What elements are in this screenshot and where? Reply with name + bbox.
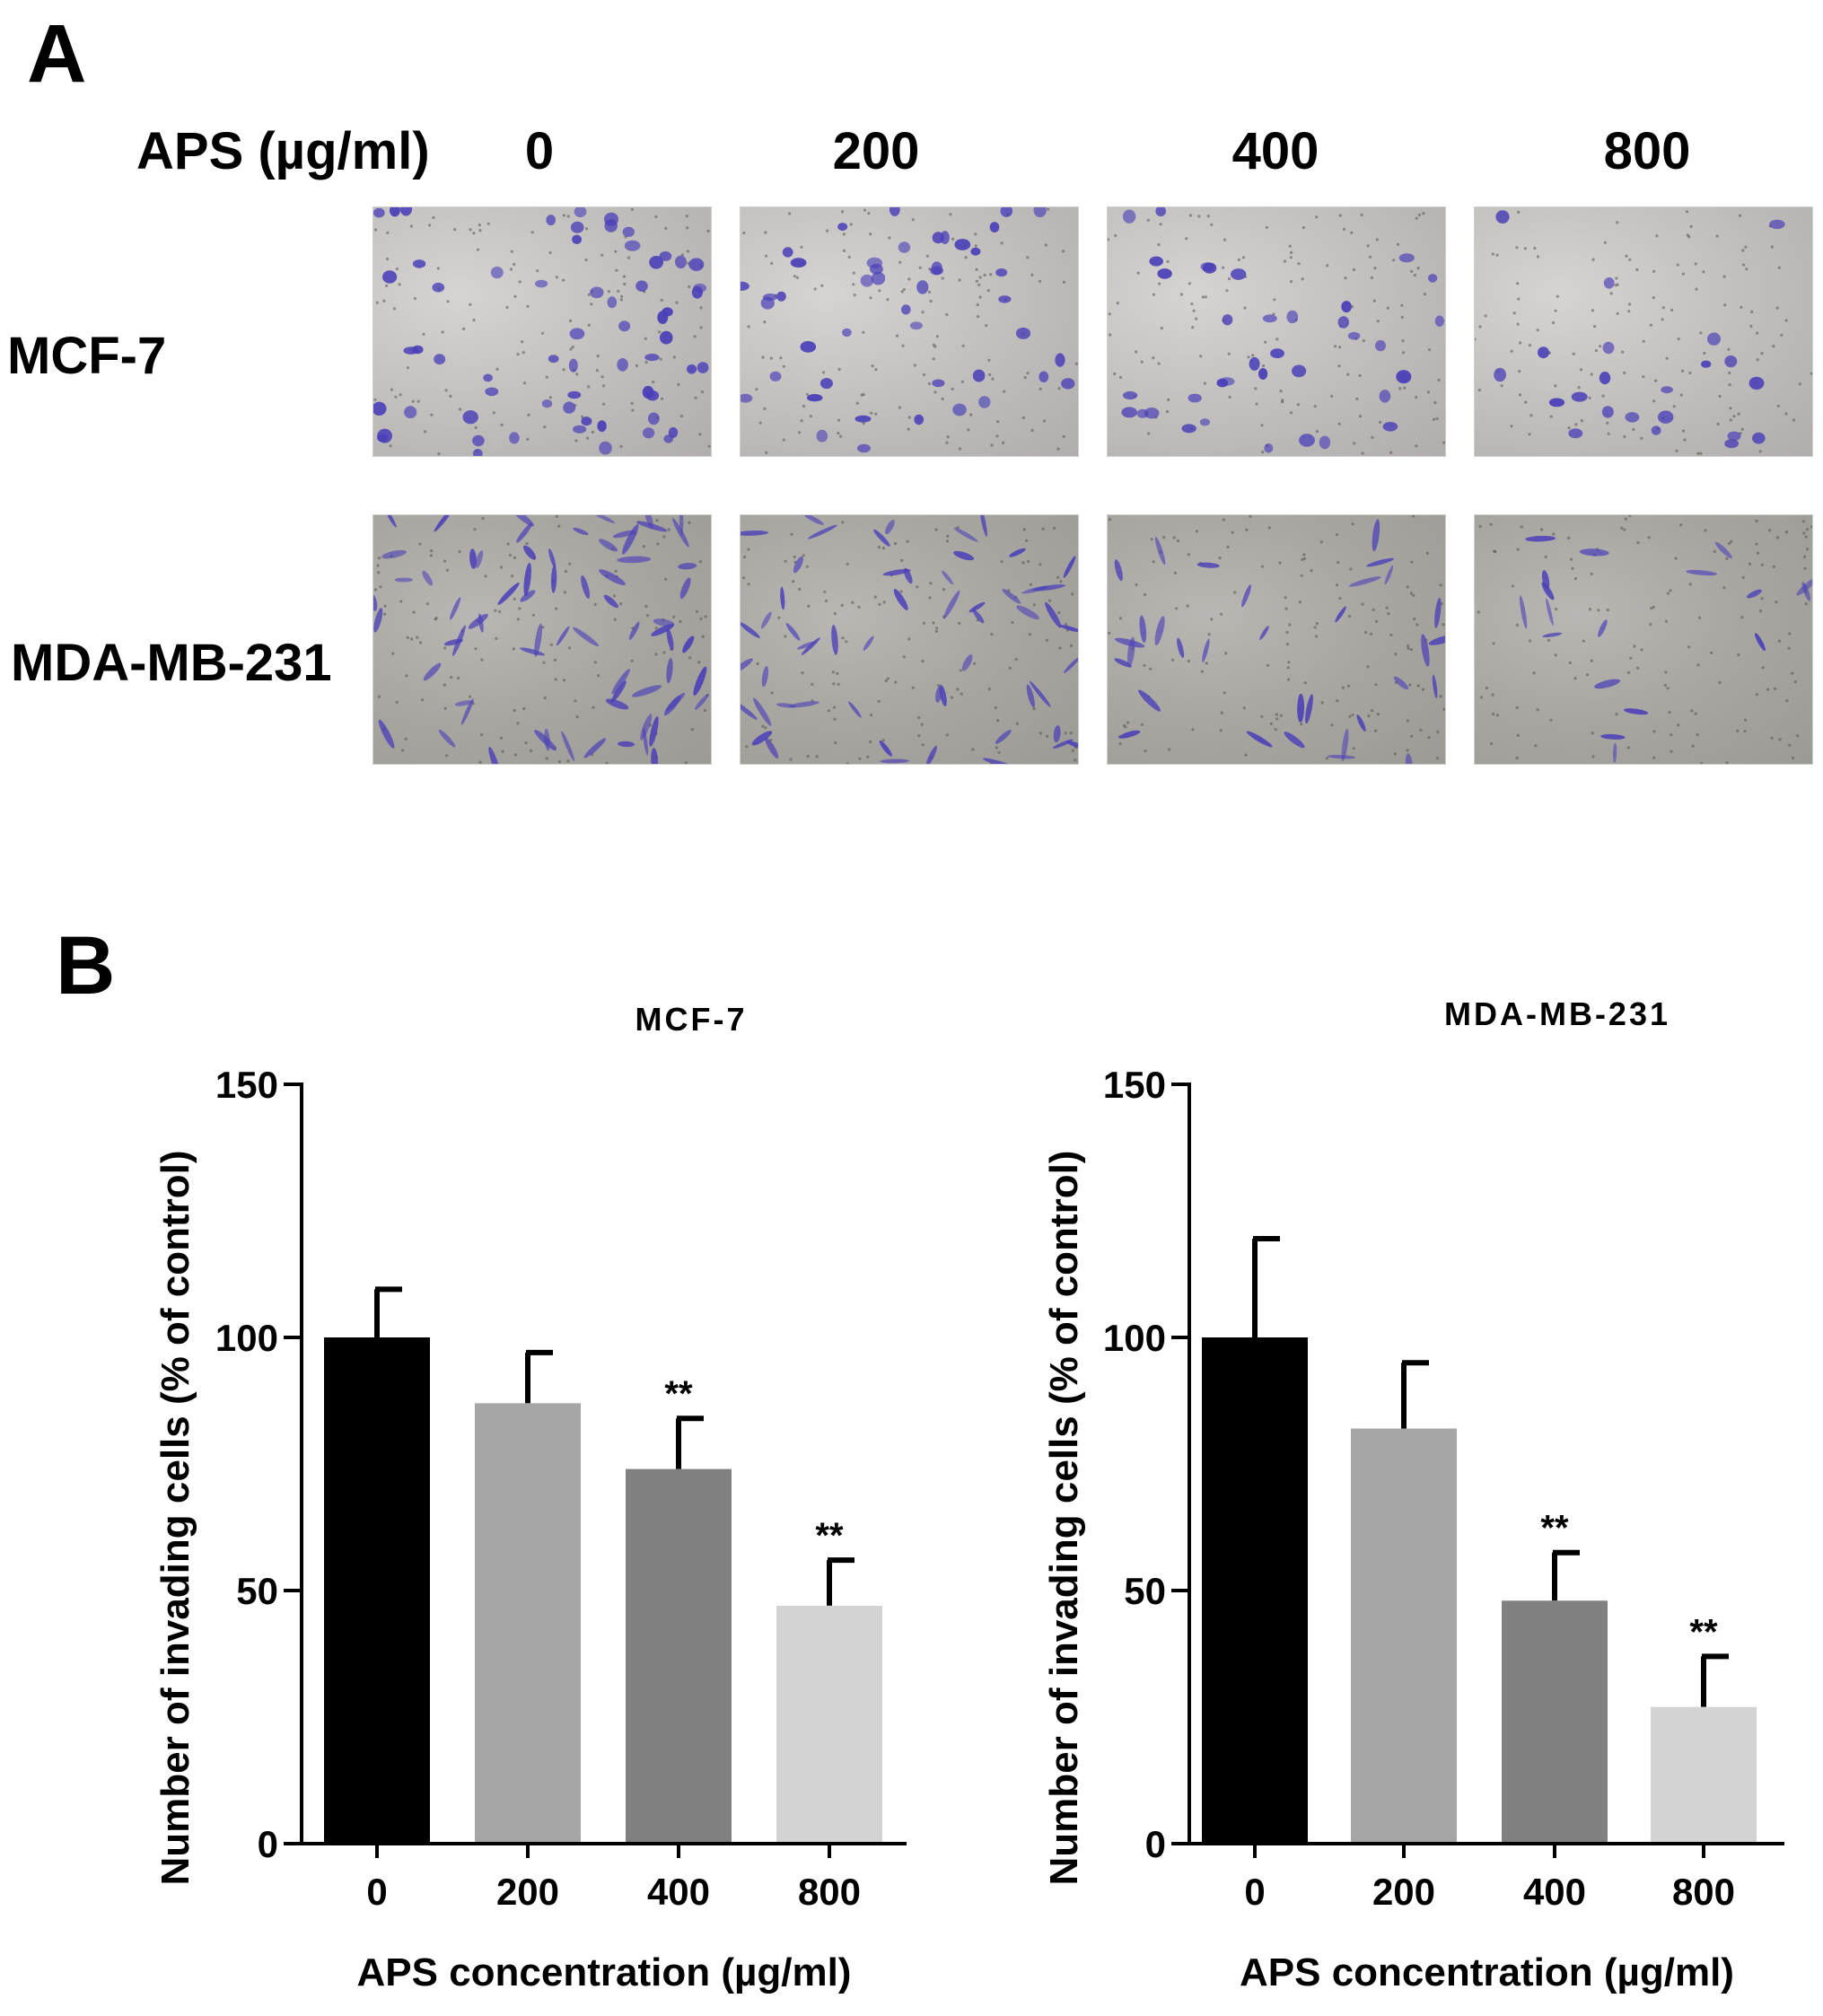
row-label-mdamb231: MDA-MB-231 xyxy=(11,634,332,692)
chart-0-significance-2: ** xyxy=(664,1374,693,1414)
micrograph-mdamb231-0 xyxy=(372,514,712,765)
micrograph-mdamb231-400 xyxy=(1107,514,1446,765)
micrograph-mcf7-200 xyxy=(740,206,1079,457)
chart-1-bar-1 xyxy=(1351,1428,1457,1844)
chart-1-bar-3 xyxy=(1651,1706,1757,1844)
chart-1-bar-0 xyxy=(1202,1337,1308,1844)
chart-1-xtick-1: 200 xyxy=(1372,1871,1435,1913)
micrograph-mcf7-0 xyxy=(372,206,712,457)
treatment-header: APS (µg/ml) xyxy=(136,122,430,180)
chart-0-bar-1 xyxy=(475,1403,581,1844)
chart-1-significance-2: ** xyxy=(1540,1509,1569,1548)
chart-1-ytick-2: 100 xyxy=(1103,1317,1166,1359)
chart-1-ytick-0: 0 xyxy=(1145,1823,1166,1865)
micrograph-mcf7-400 xyxy=(1107,206,1446,457)
micrograph-mdamb231-800 xyxy=(1474,514,1813,765)
chart-0-bar-2 xyxy=(626,1468,732,1844)
chart-0-ytick-0: 0 xyxy=(258,1823,278,1865)
chart-1-bar-2 xyxy=(1502,1600,1608,1844)
concentration-header-400: 400 xyxy=(1231,122,1319,180)
chart-0: MCF-7 0 200 ** 400 ** 800 0 50 100 150 APS concentr… xyxy=(153,1001,907,1994)
panel-b-label: B xyxy=(56,920,116,1012)
panel-a-label: A xyxy=(27,8,87,100)
chart-0-title: MCF-7 xyxy=(635,1001,748,1038)
chart-1-xtick-2: 400 xyxy=(1523,1871,1586,1913)
chart-0-bar-3 xyxy=(776,1605,882,1844)
chart-1-xtick-0: 0 xyxy=(1244,1871,1265,1913)
chart-1: MDA-MB-231 0 200 ** 400 ** 800 0 50 100 150 APS con… xyxy=(1042,995,1784,1994)
chart-1-ylabel: Number of invading cells (% of control) xyxy=(1042,1151,1086,1886)
concentration-header-0: 0 xyxy=(524,122,555,180)
chart-0-xtick-0: 0 xyxy=(366,1871,387,1913)
micrograph-mcf7-800 xyxy=(1474,206,1813,457)
row-label-mcf7: MCF-7 xyxy=(7,327,167,385)
chart-0-xtick-3: 800 xyxy=(798,1871,861,1913)
chart-0-ytick-3: 150 xyxy=(215,1064,278,1106)
chart-1-ytick-3: 150 xyxy=(1103,1064,1166,1106)
chart-0-xlabel: APS concentration (µg/ml) xyxy=(357,1950,852,1994)
chart-1-ytick-1: 50 xyxy=(1124,1570,1166,1612)
concentration-header-200: 200 xyxy=(832,122,920,180)
chart-0-significance-3: ** xyxy=(815,1516,844,1556)
chart-1-xtick-3: 800 xyxy=(1672,1871,1735,1913)
chart-1-title: MDA-MB-231 xyxy=(1444,995,1670,1032)
chart-1-significance-3: ** xyxy=(1689,1612,1718,1652)
chart-0-xtick-2: 400 xyxy=(647,1871,710,1913)
chart-0-xtick-1: 200 xyxy=(496,1871,559,1913)
chart-0-ytick-2: 100 xyxy=(215,1317,278,1359)
chart-0-ytick-1: 50 xyxy=(236,1570,278,1612)
chart-1-xlabel: APS concentration (µg/ml) xyxy=(1240,1950,1734,1994)
chart-0-bar-0 xyxy=(324,1337,430,1844)
concentration-header-800: 800 xyxy=(1603,122,1691,180)
micrograph-mdamb231-200 xyxy=(740,514,1079,765)
chart-0-ylabel: Number of invading cells (% of control) xyxy=(153,1151,197,1886)
